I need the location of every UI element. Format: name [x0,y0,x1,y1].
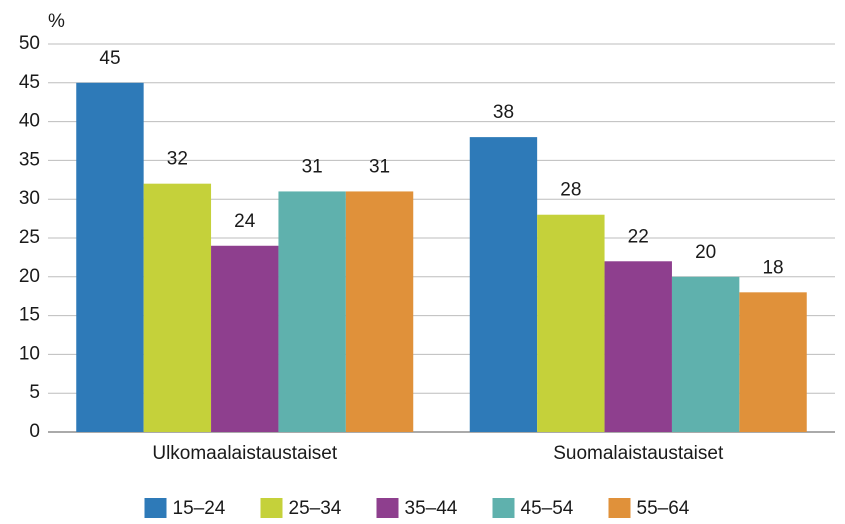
y-tick-label: 45 [19,72,40,93]
y-tick-label: 10 [19,343,40,364]
data-label: 20 [695,242,716,263]
data-label: 24 [234,211,256,232]
x-tick-label: Suomalaistaustaiset [553,443,724,464]
bar [537,214,605,432]
bar [211,245,279,432]
data-label: 32 [167,149,188,170]
bar [76,82,144,433]
y-tick-label: 50 [19,33,40,54]
data-label: 31 [302,156,323,177]
y-tick-label: 0 [29,421,40,442]
legend-label: 25–34 [289,498,342,519]
y-tick-label: 5 [29,382,40,403]
bar [143,183,212,432]
y-tick-label: 25 [19,227,40,248]
data-label: 38 [493,102,514,123]
y-tick-label: 30 [19,188,40,209]
legend-swatch [492,498,515,518]
y-tick-label: 20 [19,266,40,287]
data-label: 18 [762,257,783,278]
data-label: 45 [99,48,120,69]
legend-swatch [608,498,631,518]
x-tick-label: Ulkomaalaistaustaiset [152,443,338,464]
y-tick-label: 15 [19,305,40,326]
legend-swatch [376,498,399,518]
bar [469,137,538,432]
legend-label: 15–24 [173,498,226,519]
y-tick-label: 40 [19,111,40,132]
bar [345,191,414,432]
bar [671,276,740,432]
bar [739,292,807,432]
legend-label: 55–64 [637,498,690,519]
data-label: 28 [560,180,581,201]
data-label: 31 [369,156,390,177]
bar [604,261,672,432]
y-tick-label: 35 [19,149,40,170]
legend-label: 45–54 [521,498,574,519]
bar [278,191,346,432]
legend-swatch [260,498,283,518]
y-axis-label: % [48,11,65,32]
data-label: 22 [628,226,649,247]
legend-label: 35–44 [405,498,458,519]
legend-swatch [144,498,167,518]
